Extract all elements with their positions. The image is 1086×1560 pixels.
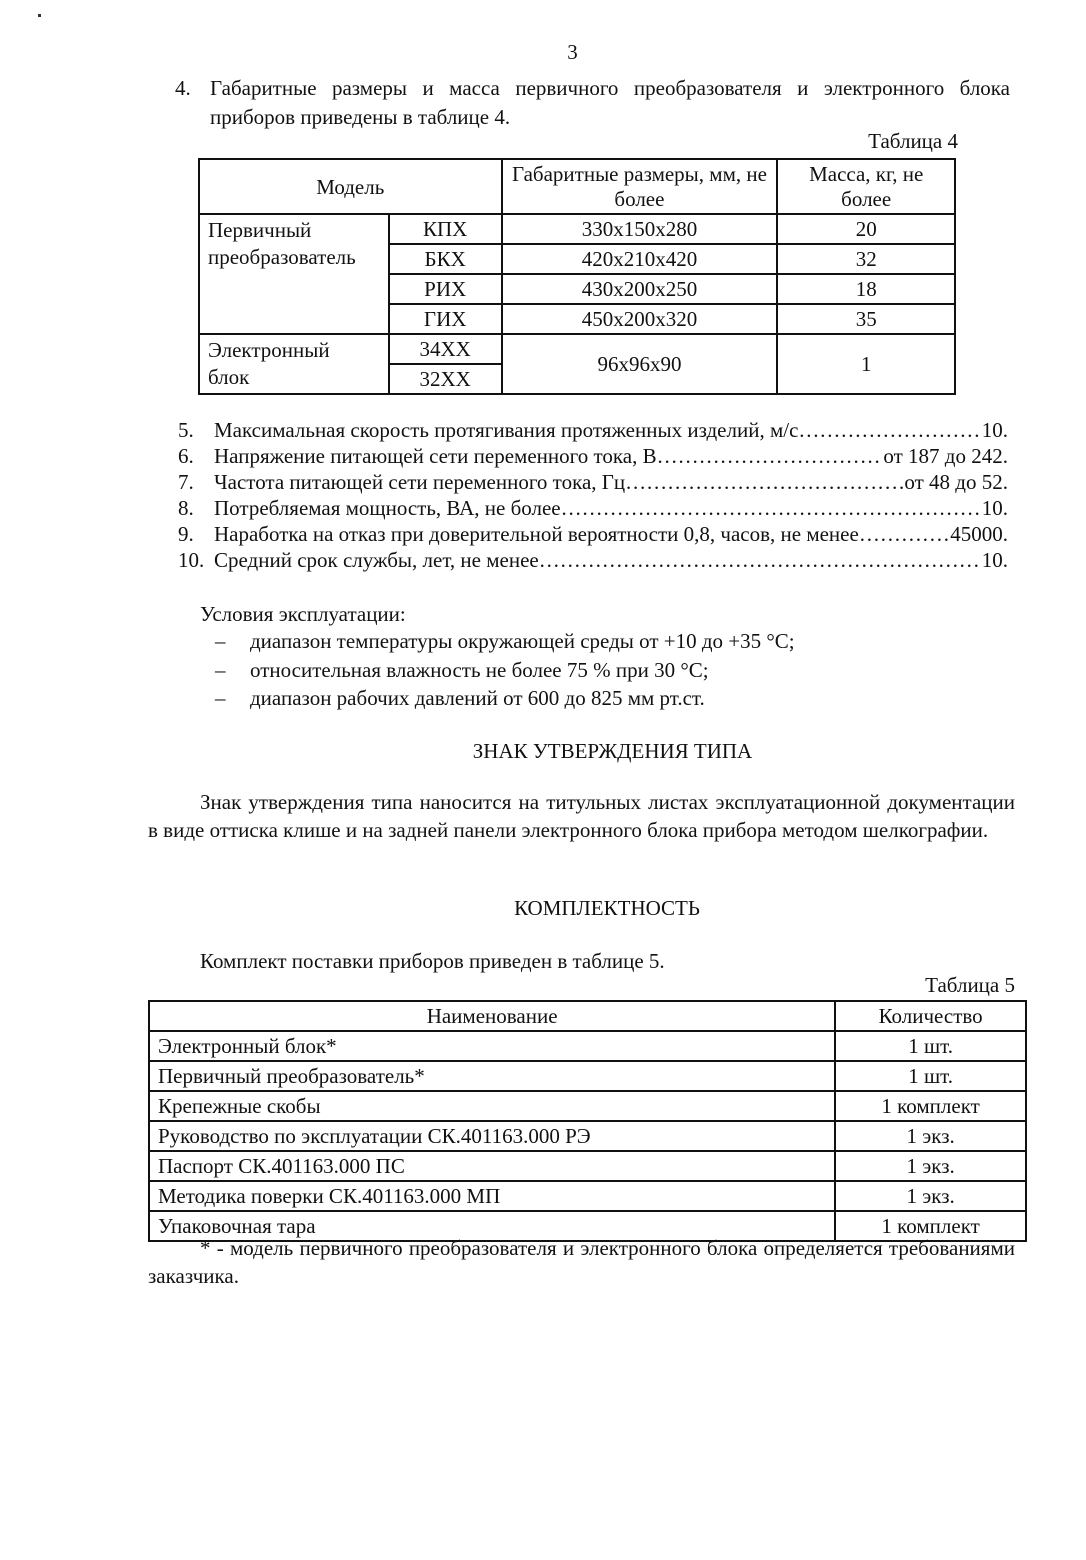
item-qty: 1 шт. [834,1060,1027,1092]
spec-number: 6. [178,444,194,468]
item-4-line2: приборов приведены в таблице 4. [210,105,511,129]
mass-cell: 35 [776,303,956,335]
model-cell: БКХ [387,243,503,275]
table4-caption: Таблица 4 [868,129,958,153]
item-qty: 1 комплект [834,1090,1027,1122]
dims-cell: 96x96x90 [500,333,779,395]
header-model: Модель [198,158,503,215]
spec-value: 45000. [950,522,1008,546]
spec-number: 9. [178,522,194,546]
spec-value: 10. [981,548,1008,572]
group-primary-label: Первичный преобразователь [198,213,390,335]
model-cell: ГИХ [387,303,503,335]
mass-cell: 32 [776,243,956,275]
header-name: Наименование [147,1000,837,1032]
mass-cell: 20 [776,213,956,245]
page-number: 3 [567,40,578,64]
item-4-line1: Габаритные размеры и масса первичного пр… [210,76,1010,100]
condition-item: диапазон температуры окружающей среды от… [250,629,795,653]
item-qty: 1 экз. [834,1150,1027,1182]
item-name: Методика поверки СК.401163.000 МП [147,1180,837,1212]
spec-value: от 187 до 242. [883,444,1008,468]
dims-cell: 450x200x320 [500,303,779,335]
spec-item: 10. Средний срок службы, лет, не менее 10. [178,547,1008,573]
model-cell: КПХ [387,213,503,245]
header-qty: Количество [834,1000,1027,1032]
dims-cell: 420x210x420 [500,243,779,275]
spec-label: Средний срок службы, лет, не менее [214,548,539,572]
dims-cell: 430x200x250 [500,273,779,305]
spec-label: Потребляемая мощность, ВА, не более [214,496,561,520]
group-electronic-label: Электронный блок [198,333,390,395]
spec-item: 8. Потребляемая мощность, ВА, не более 10. [178,495,1008,521]
header-mass: Масса, кг, не более [776,158,956,215]
item-qty: 1 экз. [834,1120,1027,1152]
dash-bullet: – [215,686,226,710]
item-qty: 1 шт. [834,1030,1027,1062]
header-dims: Габаритные размеры, мм, не более [500,158,779,215]
item-name: Электронный блок* [147,1030,837,1062]
spec-label: Частота питающей сети переменного тока, … [214,470,626,494]
item-qty: 1 комплект [834,1210,1027,1242]
item-4-number: 4. [175,76,191,100]
dash-bullet: – [215,658,226,682]
mass-cell: 1 [776,333,956,395]
table5-caption: Таблица 5 [925,973,1015,997]
item-qty: 1 экз. [834,1180,1027,1212]
conditions-title: Условия эксплуатации: [200,602,406,626]
spec-number: 5. [178,418,194,442]
item-name: Крепежные скобы [147,1090,837,1122]
item-name: Паспорт СК.401163.000 ПС [147,1150,837,1182]
spec-number: 7. [178,470,194,494]
leader-dots [859,521,950,547]
sign-heading: ЗНАК УТВЕРЖДЕНИЯ ТИПА [472,739,753,763]
leader-dots [625,469,904,495]
spec-item: 5. Максимальная скорость протягивания про… [178,417,1008,443]
leader-dots [657,443,884,469]
footnote: * - модель первичного преобразователя и … [148,1236,1015,1288]
spec-number: 10. [178,548,205,572]
spec-value: 10. [981,418,1008,442]
model-cell: 34XX [387,333,503,365]
condition-item: диапазон рабочих давлений от 600 до 825 … [250,686,705,710]
spec-label: Максимальная скорость протягивания протя… [214,418,799,442]
spec-label: Наработка на отказ при доверительной вер… [214,522,859,546]
table-4: Модель Габаритные размеры, мм, не более … [198,158,956,395]
model-cell: 32XX [387,363,503,395]
dash-bullet: – [215,629,226,653]
leader-dots [798,417,981,443]
spec-label: Напряжение питающей сети переменного ток… [214,444,657,468]
item-name: Первичный преобразователь* [147,1060,837,1092]
leader-dots [539,547,982,573]
scan-speck [38,14,41,17]
leader-dots [561,495,982,521]
spec-value: 10. [981,496,1008,520]
table-5: Наименование Количество Электронный блок*… [147,1000,1027,1242]
condition-item: относительная влажность не более 75 % пр… [250,658,709,682]
spec-value: от 48 до 52. [904,470,1008,494]
sign-paragraph: Знак утверждения типа наносится на титул… [148,790,1015,842]
spec-item: 9. Наработка на отказ при доверительной в… [178,521,1008,547]
completeness-intro: Комплект поставки приборов приведен в та… [200,949,665,973]
item-name: Руководство по эксплуатации СК.401163.00… [147,1120,837,1152]
mass-cell: 18 [776,273,956,305]
spec-item: 6. Напряжение питающей сети переменного т… [178,443,1008,469]
item-name: Упаковочная тара [147,1210,837,1242]
model-cell: РИХ [387,273,503,305]
spec-item: 7. Частота питающей сети переменного тока… [178,469,1008,495]
completeness-heading: КОМПЛЕКТНОСТЬ [514,896,700,920]
spec-number: 8. [178,496,194,520]
dims-cell: 330x150x280 [500,213,779,245]
